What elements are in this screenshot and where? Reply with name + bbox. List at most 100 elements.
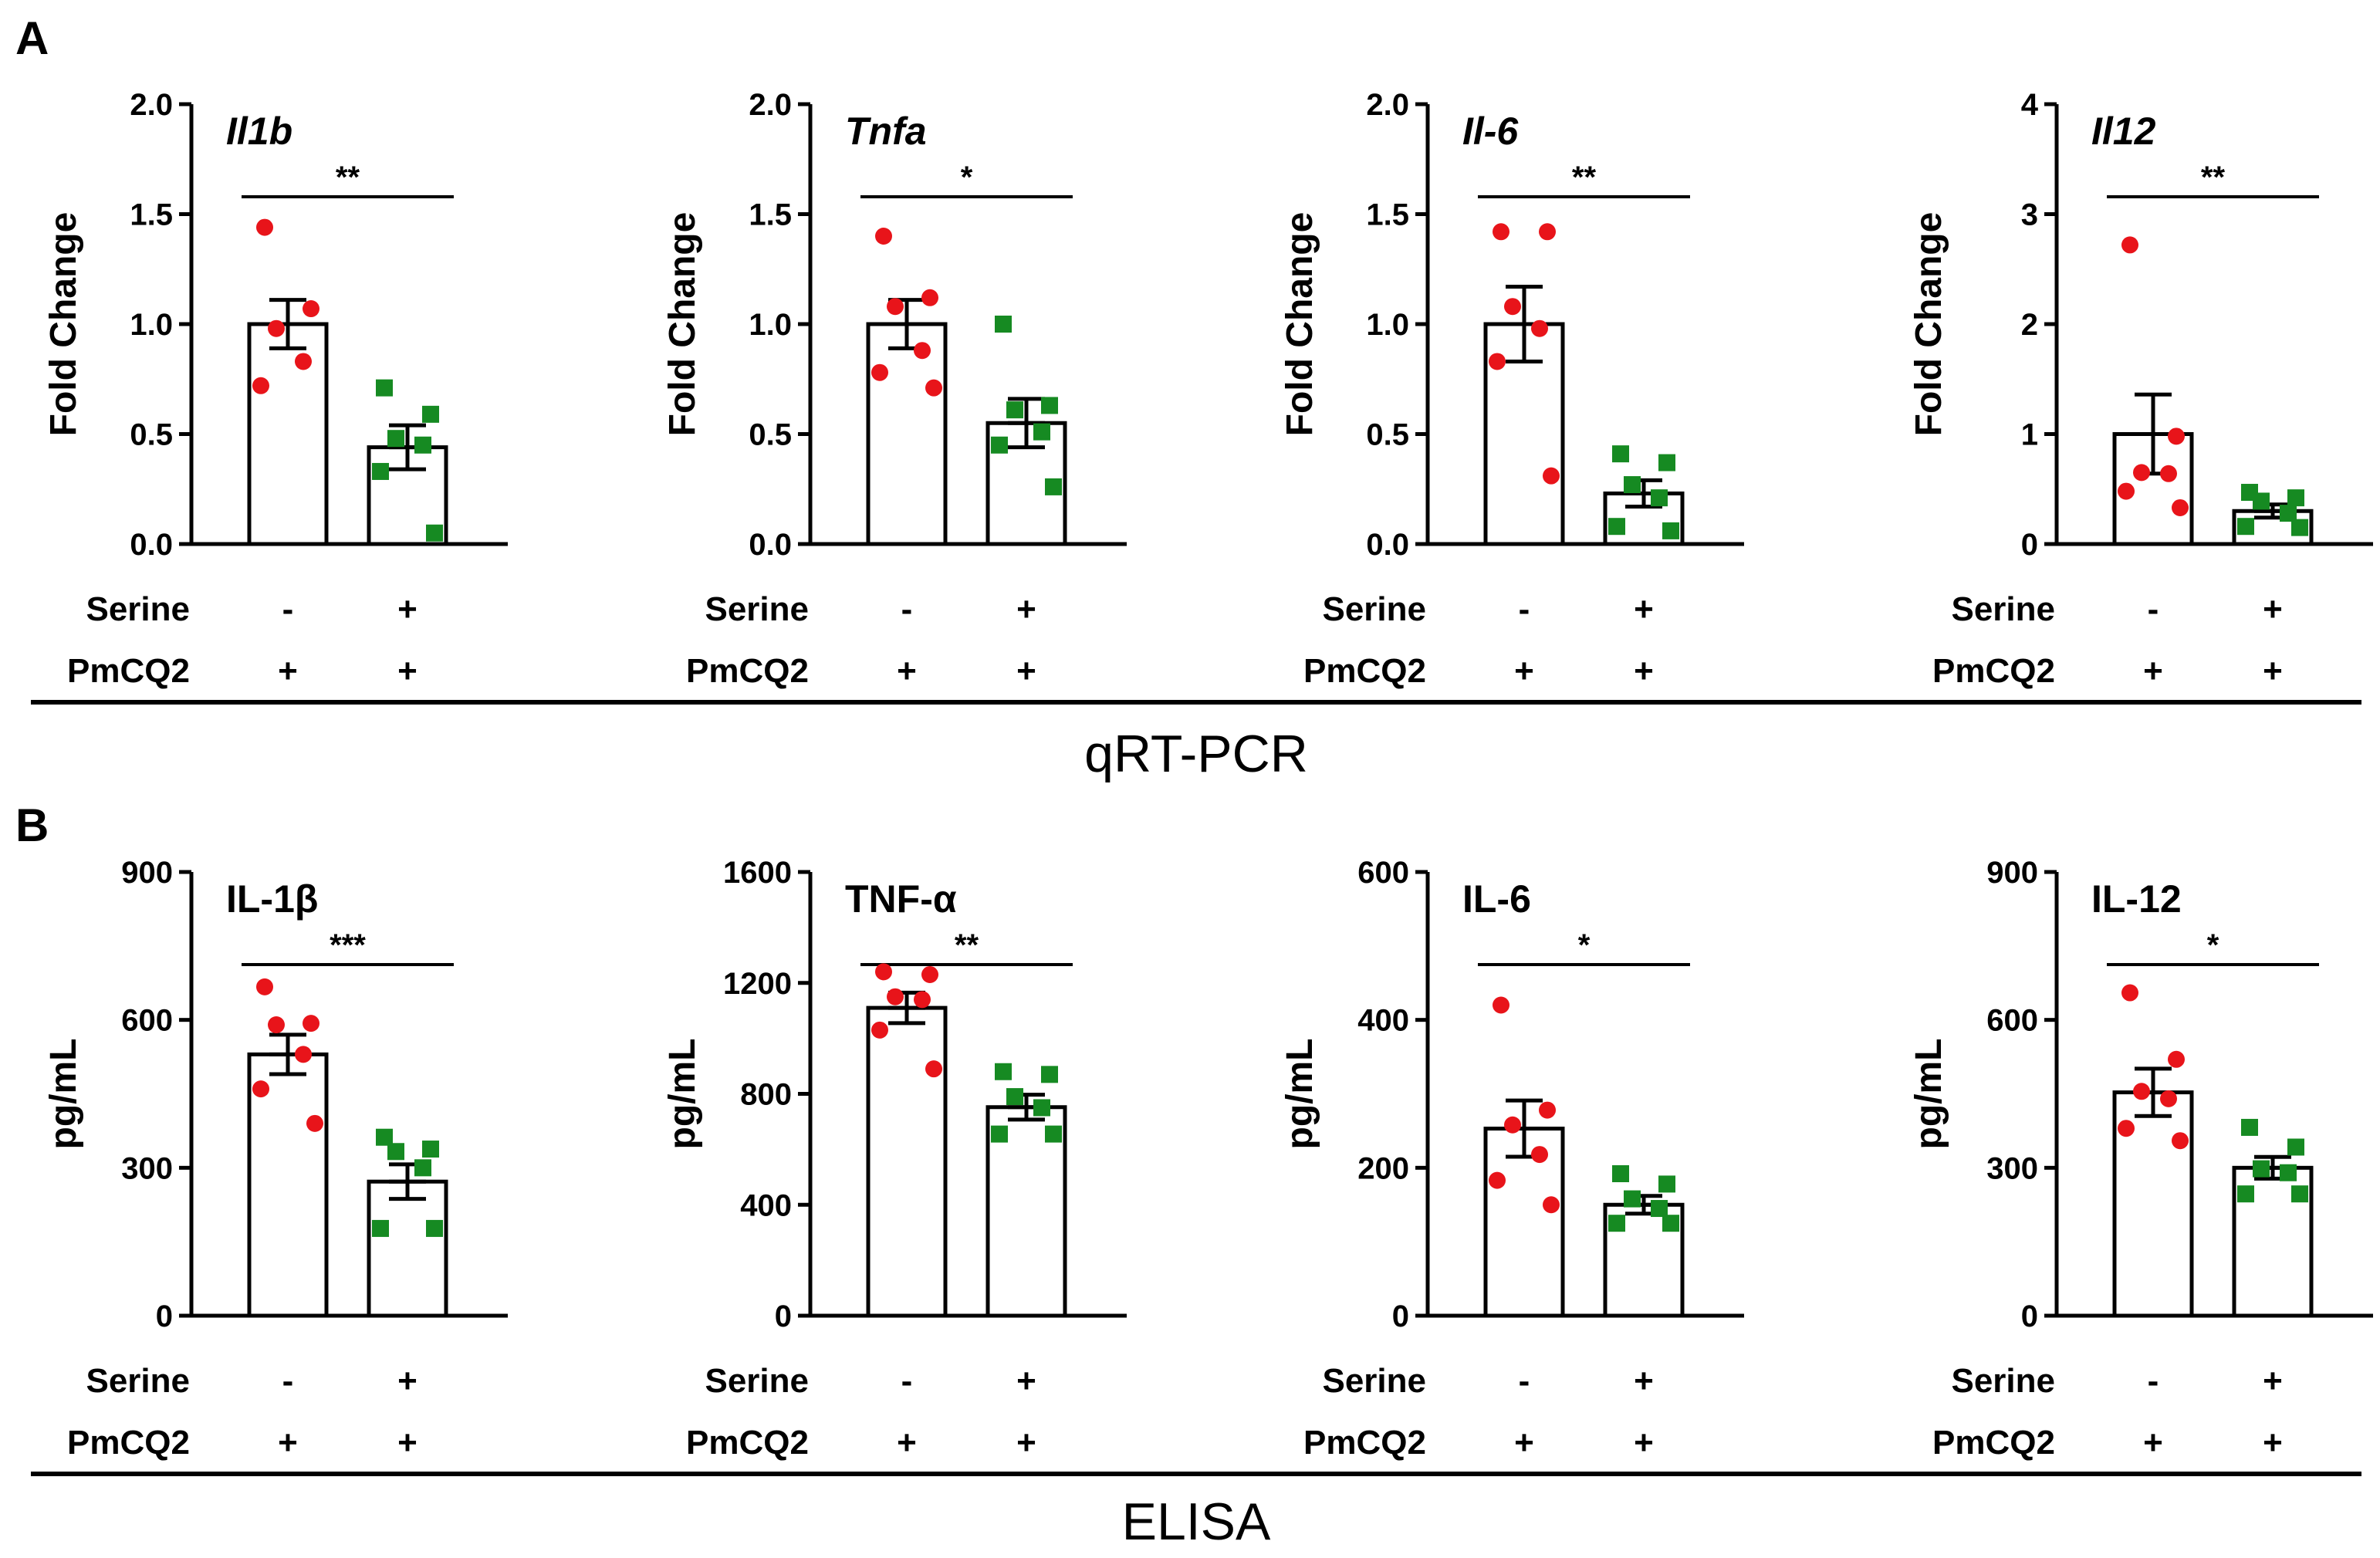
data-point-control: [914, 342, 931, 360]
y-tick-label: 0: [2021, 528, 2038, 562]
data-point-control: [1489, 353, 1506, 370]
y-tick-label: 0.0: [130, 528, 173, 562]
data-point-serine: [1612, 445, 1629, 463]
condition-value-pmcq2: +: [1016, 1424, 1036, 1462]
data-point-control: [1531, 1146, 1548, 1164]
data-point-serine: [414, 1159, 431, 1177]
condition-label-pmcq2: PmCQ2: [67, 1424, 190, 1462]
data-point-control: [252, 377, 269, 394]
chart-title: Tnfa: [845, 110, 927, 153]
significance-stars: **: [2201, 161, 2226, 194]
data-point-serine: [2291, 1185, 2308, 1203]
data-point-control: [256, 978, 273, 995]
condition-value-pmcq2: +: [1016, 652, 1036, 690]
data-point-control: [1543, 467, 1560, 485]
data-point-control: [303, 300, 319, 318]
data-point-control: [887, 298, 904, 316]
condition-value-serine: -: [282, 1362, 294, 1400]
significance-stars: *: [961, 161, 973, 194]
data-point-control: [2168, 428, 2185, 445]
data-point-serine: [1624, 476, 1641, 494]
condition-value-pmcq2: +: [278, 1424, 298, 1462]
condition-value-serine: -: [2148, 590, 2159, 628]
data-point-control: [2160, 465, 2177, 482]
y-axis-label: pg/mL: [1908, 1039, 1949, 1150]
y-tick-label: 4: [2021, 88, 2039, 122]
data-point-control: [2160, 1090, 2177, 1107]
chart-title: IL-6: [1462, 877, 1531, 921]
data-point-serine: [1045, 478, 1062, 495]
data-point-serine: [1033, 423, 1050, 441]
data-point-serine: [1651, 1200, 1668, 1218]
condition-value-pmcq2: +: [397, 1424, 418, 1462]
condition-value-pmcq2: +: [1634, 652, 1654, 690]
data-point-control: [875, 963, 892, 981]
data-point-control: [2133, 1083, 2150, 1100]
y-tick-label: 0.5: [749, 418, 792, 452]
y-tick-label: 600: [1357, 856, 1409, 890]
y-tick-label: 1600: [723, 856, 792, 890]
bar-group-1: [866, 322, 948, 546]
y-tick-label: 1.0: [1366, 308, 1409, 342]
data-point-control: [2172, 498, 2189, 516]
y-axis-label: Fold Change: [1280, 212, 1320, 437]
data-point-serine: [2253, 1160, 2270, 1178]
data-point-control: [1489, 1171, 1506, 1189]
bar-group-1: [247, 322, 329, 546]
chart-4: 0 1 2 3 4 Fold Change Il12 ** Serine PmCQ2 - + + +: [1908, 88, 2373, 690]
significance-stars: *: [1578, 928, 1591, 962]
condition-label-pmcq2: PmCQ2: [1303, 652, 1426, 690]
data-point-serine: [422, 1141, 439, 1158]
condition-value-serine: +: [1634, 1362, 1654, 1400]
data-point-control: [2168, 1050, 2185, 1068]
bar-group-2: [367, 1179, 448, 1318]
data-point-control: [921, 289, 938, 306]
data-point-control: [1531, 319, 1548, 337]
data-point-control: [914, 991, 931, 1009]
data-point-serine: [1658, 1175, 1675, 1193]
data-point-control: [1543, 1196, 1560, 1214]
data-point-control: [2172, 1132, 2189, 1150]
y-tick-label: 300: [1986, 1151, 2038, 1185]
condition-value-serine: +: [2263, 590, 2283, 628]
data-point-serine: [1006, 1088, 1023, 1106]
data-point-control: [295, 1046, 312, 1063]
chart-title: Il-6: [1462, 110, 1519, 153]
y-tick-label: 1200: [723, 967, 792, 1001]
significance-stars: **: [955, 928, 979, 962]
data-point-serine: [426, 524, 443, 542]
significance-stars: *: [2207, 928, 2219, 962]
y-tick-label: 0: [2021, 1299, 2038, 1333]
data-point-serine: [2241, 1118, 2258, 1136]
data-point-serine: [995, 1063, 1012, 1080]
condition-value-pmcq2: +: [897, 1424, 917, 1462]
data-point-control: [1539, 1101, 1556, 1119]
chart-2: 0.0 0.5 1.0 1.5 2.0 Fold Change Tnfa * Serine PmC…: [662, 88, 1127, 690]
data-point-serine: [2287, 489, 2304, 507]
data-point-control: [295, 353, 312, 370]
data-point-serine: [1041, 1066, 1058, 1083]
data-point-control: [256, 218, 273, 236]
y-tick-label: 2: [2021, 308, 2038, 342]
condition-value-pmcq2: +: [2143, 652, 2163, 690]
data-point-control: [887, 988, 904, 1005]
data-point-serine: [1608, 518, 1625, 536]
chart-title: TNF-α: [845, 877, 957, 921]
data-point-serine: [387, 430, 404, 448]
y-axis-label: pg/mL: [1280, 1039, 1320, 1150]
data-point-control: [1504, 298, 1521, 316]
data-point-control: [2121, 984, 2138, 1002]
y-tick-label: 2.0: [130, 88, 173, 122]
condition-value-pmcq2: +: [1634, 1424, 1654, 1462]
data-point-control: [875, 228, 892, 245]
condition-label-pmcq2: PmCQ2: [1303, 1424, 1426, 1462]
data-point-serine: [376, 379, 393, 397]
data-point-serine: [2287, 1138, 2304, 1156]
y-tick-label: 2.0: [749, 88, 792, 122]
data-point-serine: [991, 436, 1008, 454]
panel-letter-b: B: [15, 799, 49, 851]
y-axis-label: pg/mL: [43, 1039, 84, 1150]
y-tick-label: 1.5: [130, 198, 173, 232]
y-tick-label: 0.0: [749, 528, 792, 562]
